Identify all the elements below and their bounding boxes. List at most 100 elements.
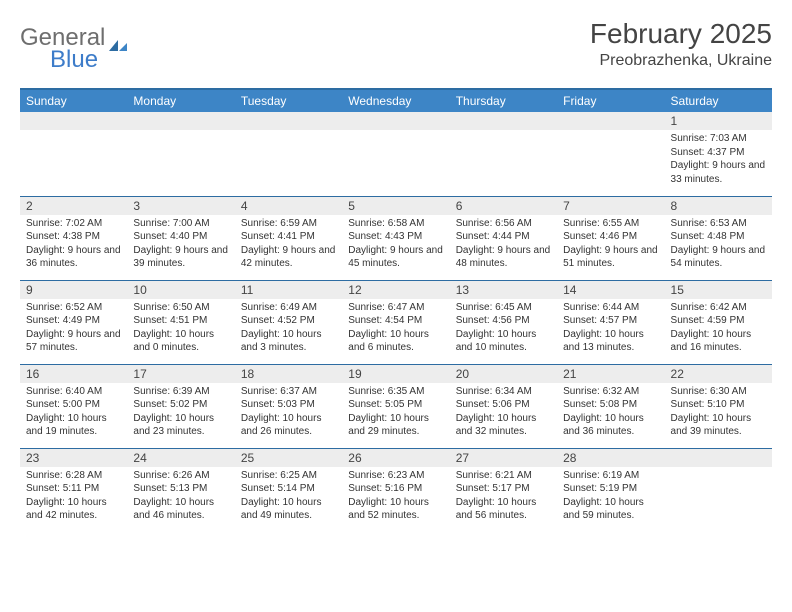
- calendar-day-cell: 2Sunrise: 7:02 AMSunset: 4:38 PMDaylight…: [20, 196, 127, 280]
- day-number: 28: [557, 449, 664, 467]
- month-title: February 2025: [590, 18, 772, 50]
- day-number-empty: [127, 112, 234, 130]
- day-details: Sunrise: 6:37 AMSunset: 5:03 PMDaylight:…: [235, 383, 342, 443]
- calendar-body: 1Sunrise: 7:03 AMSunset: 4:37 PMDaylight…: [20, 112, 772, 532]
- daylight-line: Daylight: 9 hours and 39 minutes.: [133, 244, 228, 271]
- daylight-line: Daylight: 10 hours and 0 minutes.: [133, 328, 228, 355]
- day-number: 1: [665, 112, 772, 130]
- day-details: Sunrise: 6:52 AMSunset: 4:49 PMDaylight:…: [20, 299, 127, 359]
- day-number: 19: [342, 365, 449, 383]
- calendar-day-cell: 18Sunrise: 6:37 AMSunset: 5:03 PMDayligh…: [235, 364, 342, 448]
- sunset-line: Sunset: 4:43 PM: [348, 230, 443, 244]
- day-details: Sunrise: 6:25 AMSunset: 5:14 PMDaylight:…: [235, 467, 342, 527]
- weekday-header: Saturday: [665, 89, 772, 112]
- day-number: 7: [557, 197, 664, 215]
- sunrise-line: Sunrise: 6:47 AM: [348, 301, 443, 315]
- sunrise-line: Sunrise: 6:53 AM: [671, 217, 766, 231]
- calendar-week-row: 1Sunrise: 7:03 AMSunset: 4:37 PMDaylight…: [20, 112, 772, 196]
- daylight-line: Daylight: 9 hours and 36 minutes.: [26, 244, 121, 271]
- calendar-day-cell: 21Sunrise: 6:32 AMSunset: 5:08 PMDayligh…: [557, 364, 664, 448]
- calendar-week-row: 16Sunrise: 6:40 AMSunset: 5:00 PMDayligh…: [20, 364, 772, 448]
- day-number: 24: [127, 449, 234, 467]
- day-number: 3: [127, 197, 234, 215]
- sunrise-line: Sunrise: 6:45 AM: [456, 301, 551, 315]
- day-number: 5: [342, 197, 449, 215]
- day-number: 4: [235, 197, 342, 215]
- weekday-header: Sunday: [20, 89, 127, 112]
- day-number-empty: [557, 112, 664, 130]
- weekday-header: Tuesday: [235, 89, 342, 112]
- day-details: Sunrise: 7:02 AMSunset: 4:38 PMDaylight:…: [20, 215, 127, 275]
- sunrise-line: Sunrise: 6:59 AM: [241, 217, 336, 231]
- day-details: Sunrise: 6:39 AMSunset: 5:02 PMDaylight:…: [127, 383, 234, 443]
- day-details: Sunrise: 6:34 AMSunset: 5:06 PMDaylight:…: [450, 383, 557, 443]
- day-number-empty: [235, 112, 342, 130]
- day-details: Sunrise: 6:21 AMSunset: 5:17 PMDaylight:…: [450, 467, 557, 527]
- day-number: 25: [235, 449, 342, 467]
- sunset-line: Sunset: 5:13 PM: [133, 482, 228, 496]
- day-details: Sunrise: 7:00 AMSunset: 4:40 PMDaylight:…: [127, 215, 234, 275]
- day-details: Sunrise: 6:28 AMSunset: 5:11 PMDaylight:…: [20, 467, 127, 527]
- sunset-line: Sunset: 5:14 PM: [241, 482, 336, 496]
- sunset-line: Sunset: 4:52 PM: [241, 314, 336, 328]
- day-number: 13: [450, 281, 557, 299]
- calendar-day-cell: 20Sunrise: 6:34 AMSunset: 5:06 PMDayligh…: [450, 364, 557, 448]
- sunset-line: Sunset: 4:57 PM: [563, 314, 658, 328]
- daylight-line: Daylight: 10 hours and 52 minutes.: [348, 496, 443, 523]
- daylight-line: Daylight: 10 hours and 56 minutes.: [456, 496, 551, 523]
- calendar-day-cell: 27Sunrise: 6:21 AMSunset: 5:17 PMDayligh…: [450, 448, 557, 532]
- sunrise-line: Sunrise: 6:34 AM: [456, 385, 551, 399]
- calendar-table: Sunday Monday Tuesday Wednesday Thursday…: [20, 88, 772, 532]
- day-details: Sunrise: 6:30 AMSunset: 5:10 PMDaylight:…: [665, 383, 772, 443]
- calendar-day-cell: 10Sunrise: 6:50 AMSunset: 4:51 PMDayligh…: [127, 280, 234, 364]
- daylight-line: Daylight: 9 hours and 57 minutes.: [26, 328, 121, 355]
- sunset-line: Sunset: 5:05 PM: [348, 398, 443, 412]
- day-number-empty: [450, 112, 557, 130]
- daylight-line: Daylight: 10 hours and 42 minutes.: [26, 496, 121, 523]
- sunset-line: Sunset: 4:46 PM: [563, 230, 658, 244]
- sunset-line: Sunset: 4:41 PM: [241, 230, 336, 244]
- day-number: 6: [450, 197, 557, 215]
- day-number: 27: [450, 449, 557, 467]
- sunrise-line: Sunrise: 7:02 AM: [26, 217, 121, 231]
- sunrise-line: Sunrise: 6:19 AM: [563, 469, 658, 483]
- daylight-line: Daylight: 10 hours and 6 minutes.: [348, 328, 443, 355]
- day-details: Sunrise: 6:53 AMSunset: 4:48 PMDaylight:…: [665, 215, 772, 275]
- location-label: Preobrazhenka, Ukraine: [590, 52, 772, 70]
- day-details: Sunrise: 6:32 AMSunset: 5:08 PMDaylight:…: [557, 383, 664, 443]
- daylight-line: Daylight: 9 hours and 48 minutes.: [456, 244, 551, 271]
- daylight-line: Daylight: 10 hours and 10 minutes.: [456, 328, 551, 355]
- sunset-line: Sunset: 5:06 PM: [456, 398, 551, 412]
- day-details: Sunrise: 7:03 AMSunset: 4:37 PMDaylight:…: [665, 130, 772, 190]
- calendar-day-cell: 14Sunrise: 6:44 AMSunset: 4:57 PMDayligh…: [557, 280, 664, 364]
- daylight-line: Daylight: 9 hours and 54 minutes.: [671, 244, 766, 271]
- sunrise-line: Sunrise: 6:49 AM: [241, 301, 336, 315]
- daylight-line: Daylight: 9 hours and 51 minutes.: [563, 244, 658, 271]
- calendar-day-cell: 9Sunrise: 6:52 AMSunset: 4:49 PMDaylight…: [20, 280, 127, 364]
- day-details: Sunrise: 6:56 AMSunset: 4:44 PMDaylight:…: [450, 215, 557, 275]
- day-details: Sunrise: 6:19 AMSunset: 5:19 PMDaylight:…: [557, 467, 664, 527]
- daylight-line: Daylight: 9 hours and 33 minutes.: [671, 159, 766, 186]
- calendar-day-cell: [450, 112, 557, 196]
- day-details: Sunrise: 6:40 AMSunset: 5:00 PMDaylight:…: [20, 383, 127, 443]
- calendar-day-cell: 15Sunrise: 6:42 AMSunset: 4:59 PMDayligh…: [665, 280, 772, 364]
- daylight-line: Daylight: 10 hours and 32 minutes.: [456, 412, 551, 439]
- sunset-line: Sunset: 4:37 PM: [671, 146, 766, 160]
- daylight-line: Daylight: 10 hours and 26 minutes.: [241, 412, 336, 439]
- sunset-line: Sunset: 4:51 PM: [133, 314, 228, 328]
- sunrise-line: Sunrise: 7:03 AM: [671, 132, 766, 146]
- sunrise-line: Sunrise: 6:39 AM: [133, 385, 228, 399]
- calendar-week-row: 2Sunrise: 7:02 AMSunset: 4:38 PMDaylight…: [20, 196, 772, 280]
- day-number: 12: [342, 281, 449, 299]
- day-details: Sunrise: 6:42 AMSunset: 4:59 PMDaylight:…: [665, 299, 772, 359]
- sunset-line: Sunset: 4:56 PM: [456, 314, 551, 328]
- weekday-header: Monday: [127, 89, 234, 112]
- daylight-line: Daylight: 10 hours and 19 minutes.: [26, 412, 121, 439]
- day-number: 15: [665, 281, 772, 299]
- day-details: Sunrise: 6:26 AMSunset: 5:13 PMDaylight:…: [127, 467, 234, 527]
- daylight-line: Daylight: 10 hours and 59 minutes.: [563, 496, 658, 523]
- day-number: 22: [665, 365, 772, 383]
- sunset-line: Sunset: 4:49 PM: [26, 314, 121, 328]
- sunset-line: Sunset: 5:08 PM: [563, 398, 658, 412]
- day-details: Sunrise: 6:47 AMSunset: 4:54 PMDaylight:…: [342, 299, 449, 359]
